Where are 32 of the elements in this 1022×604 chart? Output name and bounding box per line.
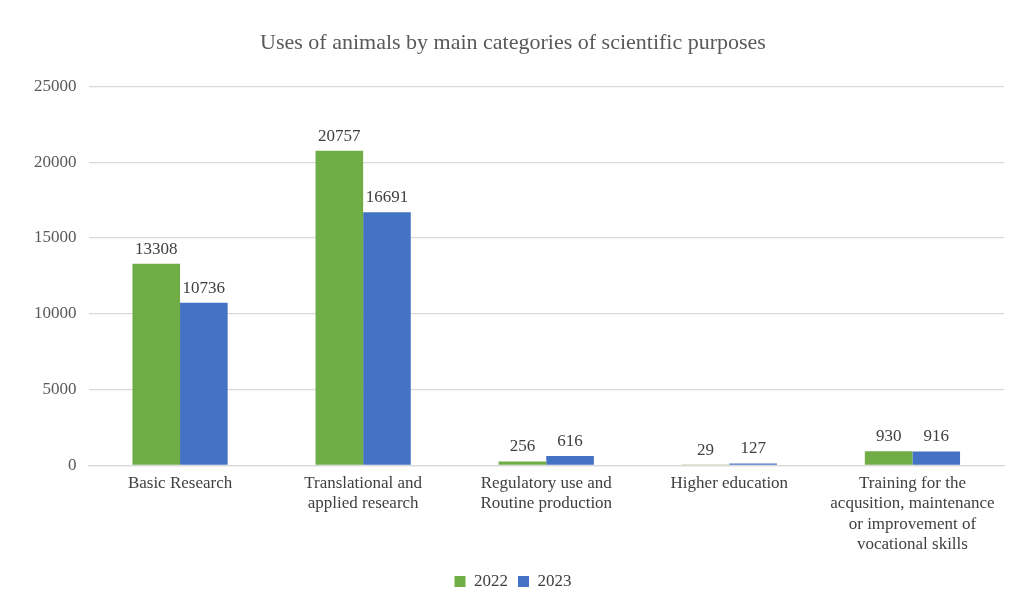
data-label: 256: [509, 436, 536, 456]
chart-title: Uses of animals by main categories of scientific purposes: [260, 28, 766, 54]
y-tick-label: 25000: [34, 75, 77, 95]
legend-label: 2023: [537, 570, 572, 590]
x-tick-label: Training for the acqusition, maintenance or improvement of vocational skills: [830, 473, 995, 554]
data-label: 16691: [365, 187, 409, 207]
bar: [912, 451, 961, 465]
bar: [864, 451, 913, 465]
data-label: 13308: [135, 238, 178, 258]
y-tick-label: 10000: [34, 303, 77, 323]
data-label: 616: [557, 431, 583, 451]
bar: [315, 150, 364, 465]
bar: [498, 461, 547, 465]
x-tick-label: Basic Research: [127, 473, 233, 493]
bar: [363, 212, 411, 465]
data-label: 29: [697, 439, 715, 459]
x-tick-label: Regulatory use and Routine production: [480, 473, 613, 513]
data-label: 20757: [318, 125, 362, 145]
bar: [132, 263, 181, 465]
bar: [180, 302, 228, 465]
data-label: 127: [740, 438, 767, 458]
y-tick-label: 0: [68, 454, 77, 474]
y-tick-label: 5000: [42, 379, 77, 399]
x-tick-label: Translational and applied research: [304, 473, 423, 513]
x-tick-label: Higher education: [670, 473, 789, 493]
data-label: 10736: [182, 277, 226, 297]
legend-label: 2022: [474, 570, 508, 590]
y-tick-label: 20000: [34, 151, 77, 171]
data-label: 930: [875, 426, 902, 446]
data-label: 916: [923, 426, 949, 446]
y-tick-label: 15000: [34, 227, 77, 247]
bar: [546, 456, 594, 465]
